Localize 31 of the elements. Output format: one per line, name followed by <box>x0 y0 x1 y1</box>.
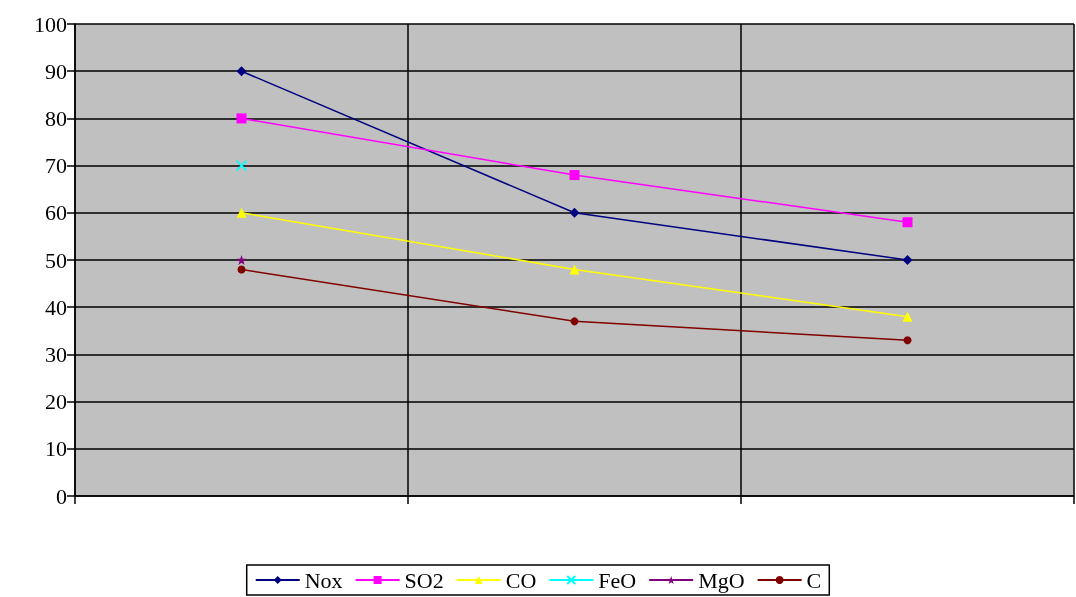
point <box>236 207 247 218</box>
point <box>236 255 247 265</box>
y-tick-label: 80 <box>45 105 67 131</box>
y-tick-label: 30 <box>45 341 67 367</box>
point <box>903 336 912 345</box>
legend-label: MgO <box>698 567 745 593</box>
point <box>569 264 580 275</box>
point <box>569 170 580 181</box>
y-tick-label: 20 <box>45 389 67 415</box>
y-tick-label: 60 <box>45 200 67 226</box>
point <box>236 113 247 124</box>
point <box>236 66 247 77</box>
y-tick-label: 90 <box>45 58 67 84</box>
point <box>237 265 246 274</box>
legend-label: Nox <box>304 567 343 593</box>
point <box>570 317 579 326</box>
legend-label: FeO <box>598 567 637 593</box>
point <box>235 159 248 172</box>
y-tick-label: 0 <box>56 483 67 509</box>
point <box>569 207 580 218</box>
y-tick-label: 100 <box>34 11 67 37</box>
y-tick-label: 50 <box>45 247 67 273</box>
point <box>902 217 913 228</box>
legend-label: SO2 <box>404 567 444 593</box>
point <box>902 311 913 322</box>
y-tick-label: 70 <box>45 153 67 179</box>
y-tick-label: 40 <box>45 294 67 320</box>
point <box>902 255 913 265</box>
y-tick-label: 10 <box>45 436 67 462</box>
legend-label: C <box>806 567 822 593</box>
legend-label: CO <box>505 567 537 593</box>
